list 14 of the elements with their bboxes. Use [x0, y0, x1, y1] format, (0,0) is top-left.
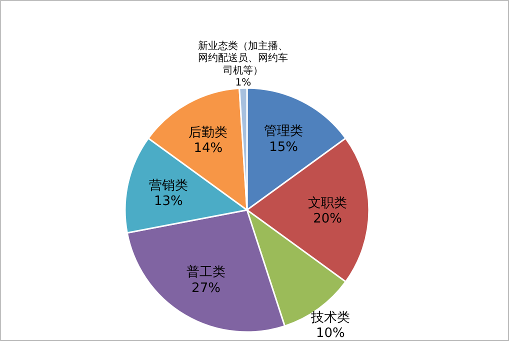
slice-label: 后勤类	[188, 125, 228, 140]
data-label: 20%	[313, 212, 342, 227]
data-label: 10%	[316, 326, 345, 342]
slice-label: 技术类	[310, 310, 350, 326]
slice-label: 文职类	[308, 196, 348, 211]
data-label: 13%	[154, 194, 183, 210]
data-label: 15%	[269, 140, 298, 155]
data-label: 14%	[194, 141, 223, 156]
slice-label: 管理类	[264, 124, 304, 140]
slice-label: 普工类	[186, 264, 226, 280]
data-label: 27%	[192, 280, 220, 296]
data-label: 1%	[235, 78, 252, 89]
slice-label: 营销类	[148, 178, 188, 194]
slice-label: 新业态类（加主播、网约配送员、网约车司机等）	[198, 40, 288, 76]
